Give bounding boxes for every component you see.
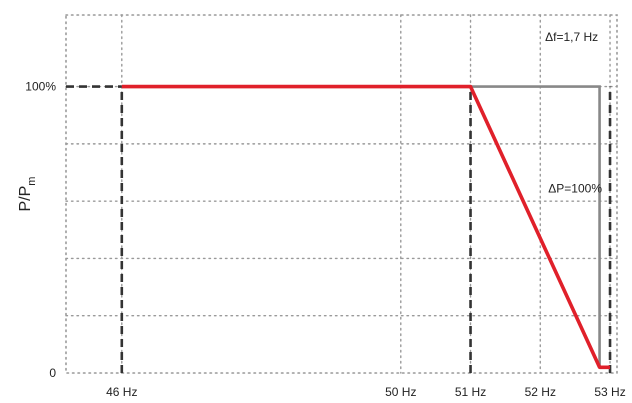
x-tick-label: 46 Hz: [106, 385, 137, 399]
x-tick-label: 51 Hz: [455, 385, 486, 399]
chart-annotation: Δf=1,7 Hz: [545, 30, 598, 44]
x-tick-label: 50 Hz: [385, 385, 416, 399]
delta-f-bracket-line: [470, 85, 601, 368]
y-tick-label: 100%: [25, 80, 56, 94]
power-curve-line: [121, 84, 611, 370]
y-tick-label: 0: [49, 366, 56, 380]
chart-annotation: ΔP=100%: [548, 182, 602, 196]
plot-frame: [65, 14, 618, 374]
x-tick-label: 52 Hz: [525, 385, 556, 399]
x-tick-label: 53 Hz: [594, 385, 625, 399]
y-axis-label: P/Pm: [17, 177, 38, 212]
